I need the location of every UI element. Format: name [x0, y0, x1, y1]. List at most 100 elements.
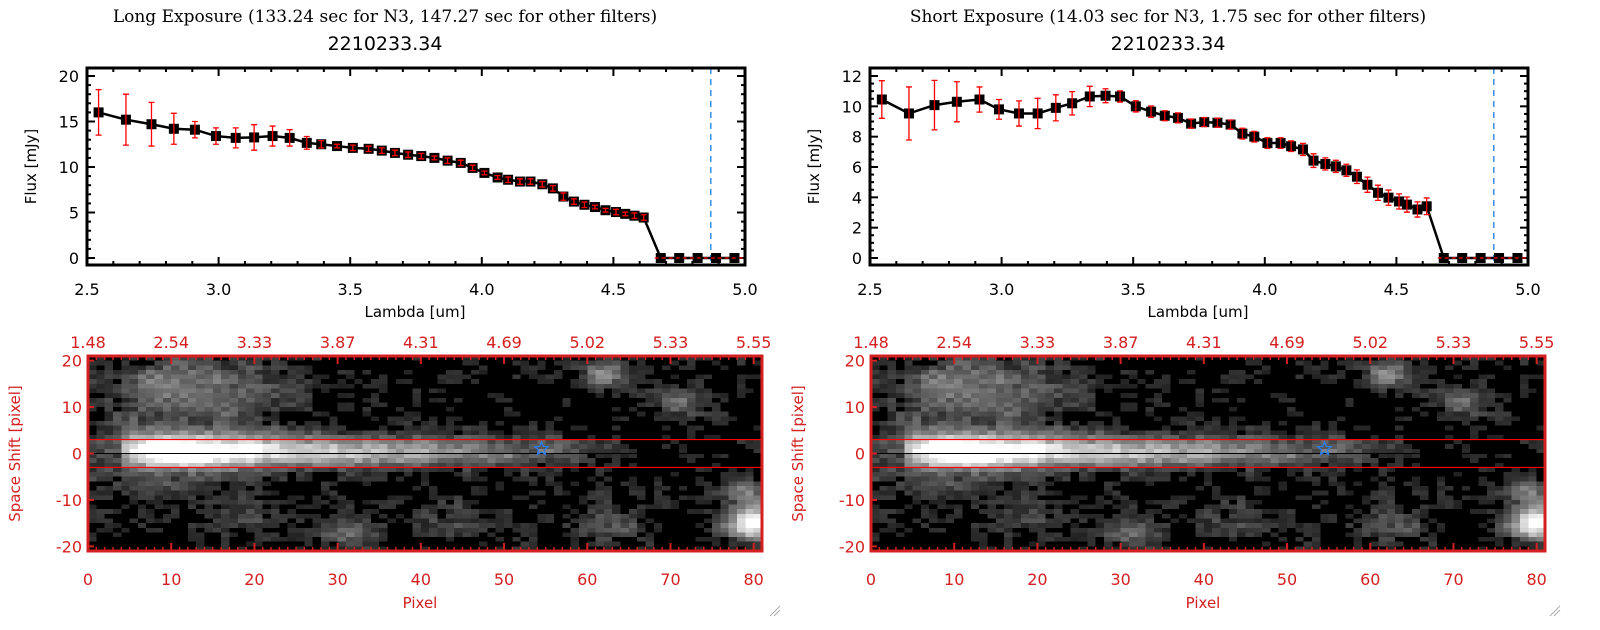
- image-frame: [869, 354, 1547, 553]
- error-bar: [1322, 157, 1329, 171]
- y-tick-label: 20: [62, 352, 82, 371]
- x-axis-label: Pixel: [1186, 594, 1221, 612]
- error-bar: [931, 79, 938, 131]
- error-bar: [1069, 90, 1076, 116]
- top-wavelength-label: 3.87: [1103, 333, 1139, 352]
- error-bar: [1299, 142, 1306, 157]
- top-wavelength-label: 5.55: [736, 333, 772, 352]
- error-bar: [1385, 189, 1392, 206]
- error-bar: [1396, 193, 1403, 210]
- error-bar: [251, 124, 258, 151]
- x-tick-label: 50: [494, 570, 514, 589]
- y-axis-label: Space Shift [pixel]: [6, 385, 24, 522]
- error-bar: [505, 176, 512, 184]
- x-tick-label: 4.5: [601, 280, 626, 299]
- x-tick-label: 3.5: [1120, 280, 1145, 299]
- error-bar: [570, 198, 577, 205]
- x-tick-label: 80: [743, 570, 763, 589]
- error-bar: [1414, 201, 1421, 218]
- x-tick-label: 60: [1360, 570, 1380, 589]
- error-bar: [1161, 110, 1168, 122]
- y-tick-label: 0: [72, 445, 82, 464]
- error-bar: [995, 98, 1002, 120]
- spectrum-panel-0: Long Exposure (133.24 sec for N3, 147.27…: [22, 7, 758, 321]
- error-bar: [640, 214, 647, 221]
- error-bar: [1332, 159, 1339, 174]
- y-tick-label: 20: [845, 352, 865, 371]
- flux-marker: [711, 253, 722, 263]
- error-bar: [269, 125, 276, 147]
- error-bar: [457, 159, 464, 167]
- error-bar: [1174, 112, 1181, 124]
- y-tick-label: -10: [839, 491, 865, 510]
- plot-frame: [868, 66, 1530, 267]
- top-wavelength-label: 2.54: [936, 333, 972, 352]
- error-bar: [391, 149, 398, 157]
- x-tick-label: 4.0: [1252, 280, 1277, 299]
- y-axis-label: Flux [mJy]: [22, 129, 40, 205]
- x-tick-label: 0: [83, 570, 93, 589]
- error-bar: [622, 211, 629, 217]
- exposure-title: Short Exposure (14.03 sec for N3, 1.75 s…: [910, 7, 1426, 27]
- error-bar: [1239, 127, 1246, 140]
- plot-title: 2210233.34: [328, 33, 443, 55]
- error-bar: [1148, 105, 1155, 118]
- error-bar: [469, 164, 476, 172]
- y-tick-label: 6: [852, 158, 862, 177]
- y-axis-label: Space Shift [pixel]: [789, 385, 807, 522]
- error-bar: [318, 139, 325, 149]
- x-tick-label: 80: [1526, 570, 1546, 589]
- error-bar: [1403, 196, 1410, 213]
- resize-grip-icon[interactable]: [769, 605, 781, 617]
- error-bar: [1251, 130, 1258, 143]
- error-bar: [1117, 90, 1124, 103]
- top-wavelength-label: 5.55: [1519, 333, 1555, 352]
- x-tick-label: 10: [944, 570, 964, 589]
- error-bar: [122, 93, 129, 146]
- y-tick-label: 10: [845, 398, 865, 417]
- error-bar: [365, 145, 372, 153]
- x-tick-label: 20: [1027, 570, 1047, 589]
- x-tick-label: 30: [327, 570, 347, 589]
- error-bar: [613, 208, 620, 216]
- error-bar: [1034, 97, 1041, 130]
- error-bar: [170, 112, 177, 145]
- y-tick-label: 5: [69, 204, 79, 223]
- y-tick-label: -10: [56, 491, 82, 510]
- spectral-image-panel-0: 0 1.48 10 2.54 20 3.33 30 3.87 40 4.31 50 4.69 60 5.0…: [6, 333, 771, 612]
- error-bar: [481, 170, 488, 176]
- error-bar: [560, 192, 567, 201]
- error-bar: [349, 144, 356, 152]
- error-bar: [549, 185, 556, 192]
- flux-marker: [655, 253, 666, 263]
- y-tick-label: 10: [62, 398, 82, 417]
- x-tick-label: 0: [866, 570, 876, 589]
- y-tick-label: 8: [852, 128, 862, 147]
- error-bar: [405, 151, 412, 159]
- top-wavelength-label: 3.33: [1020, 333, 1056, 352]
- y-tick-label: -20: [839, 537, 865, 556]
- top-wavelength-label: 3.87: [320, 333, 356, 352]
- y-tick-label: 20: [59, 67, 79, 86]
- error-bar: [1277, 137, 1284, 149]
- spectrum-panel-1: Short Exposure (14.03 sec for N3, 1.75 s…: [805, 7, 1541, 321]
- error-bar: [334, 143, 341, 149]
- y-tick-label: 10: [59, 158, 79, 177]
- resize-grip-icon[interactable]: [1549, 605, 1561, 617]
- x-tick-label: 3.0: [206, 280, 231, 299]
- x-tick-label: 10: [161, 570, 181, 589]
- error-bar: [591, 204, 598, 210]
- x-tick-label: 40: [411, 570, 431, 589]
- y-tick-label: 2: [852, 219, 862, 238]
- error-bar: [148, 101, 155, 147]
- x-tick-label: 3.5: [337, 280, 362, 299]
- spectral-image-panel-1: 0 1.48 10 2.54 20 3.33 30 3.87 40 4.31 50 4.69 60 5.0…: [789, 333, 1554, 612]
- x-tick-label: 4.5: [1384, 280, 1409, 299]
- error-bar: [191, 120, 198, 139]
- x-tick-label: 4.0: [469, 280, 494, 299]
- error-bar: [527, 178, 534, 185]
- x-tick-label: 70: [660, 570, 680, 589]
- error-bar: [1288, 140, 1295, 153]
- error-bar: [1343, 163, 1350, 178]
